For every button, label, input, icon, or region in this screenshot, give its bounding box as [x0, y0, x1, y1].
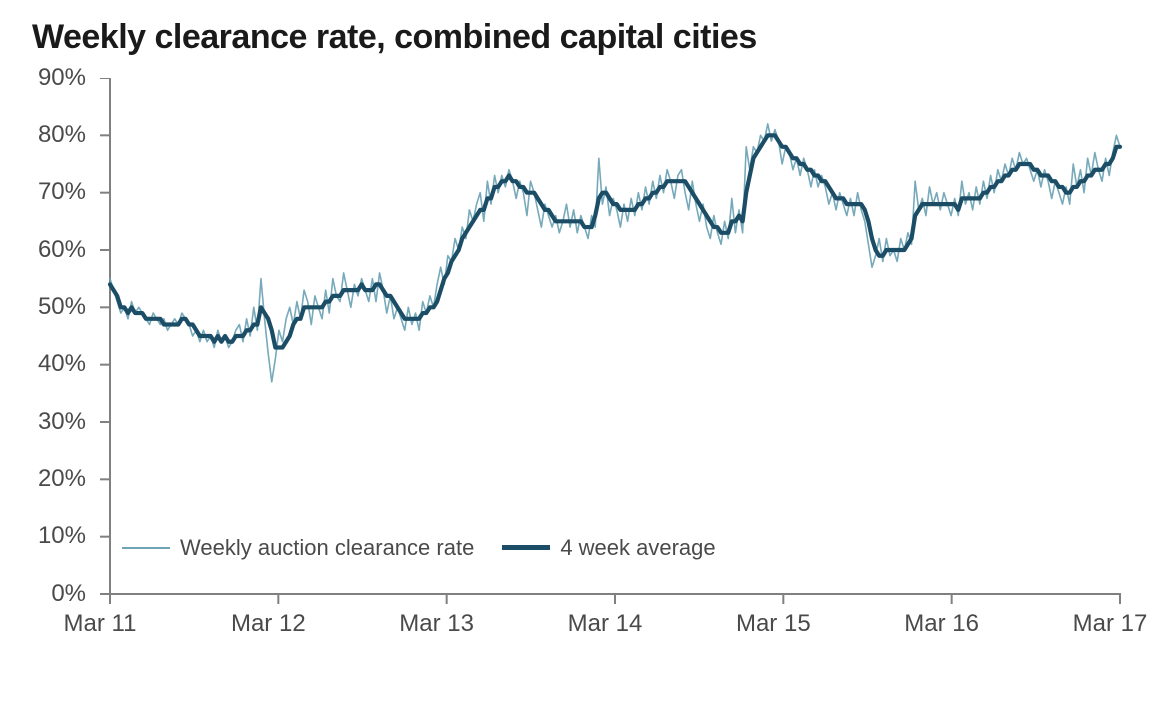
- x-axis-tick-label: Mar 17: [1050, 610, 1160, 638]
- legend-item: Weekly auction clearance rate: [122, 535, 474, 561]
- x-axis-tick-label: Mar 16: [882, 610, 1002, 638]
- y-axis-tick-label: 50%: [16, 293, 86, 321]
- legend-label: 4 week average: [560, 535, 715, 561]
- x-axis-tick-label: Mar 15: [713, 610, 833, 638]
- x-axis-tick-label: Mar 11: [40, 610, 160, 638]
- legend-line-sample: [122, 547, 170, 549]
- x-axis-tick-label: Mar 14: [545, 610, 665, 638]
- legend-label: Weekly auction clearance rate: [180, 535, 474, 561]
- y-axis-tick-label: 20%: [16, 465, 86, 493]
- y-axis-tick-label: 40%: [16, 350, 86, 378]
- y-axis-tick-label: 60%: [16, 236, 86, 264]
- chart-title: Weekly clearance rate, combined capital …: [32, 18, 757, 57]
- legend-item: 4 week average: [502, 535, 715, 561]
- y-axis-tick-label: 90%: [16, 64, 86, 92]
- y-axis-tick-label: 80%: [16, 121, 86, 149]
- chart-legend: Weekly auction clearance rate 4 week aver…: [122, 535, 716, 561]
- y-axis-tick-label: 0%: [16, 580, 86, 608]
- chart-container: Weekly clearance rate, combined capital …: [0, 0, 1160, 704]
- legend-line-sample: [502, 545, 550, 550]
- y-axis-tick-label: 10%: [16, 522, 86, 550]
- y-axis-tick-label: 30%: [16, 408, 86, 436]
- chart-plot-area: [100, 78, 1160, 654]
- y-axis-tick-label: 70%: [16, 178, 86, 206]
- x-axis-tick-label: Mar 13: [377, 610, 497, 638]
- x-axis-tick-label: Mar 12: [208, 610, 328, 638]
